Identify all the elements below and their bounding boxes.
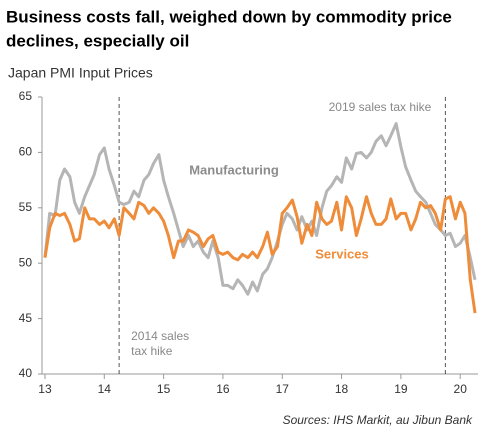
x-tick-label: 19 bbox=[394, 382, 408, 396]
y-axis-label: Japan PMI Input Prices bbox=[8, 65, 153, 81]
y-tick-label: 60 bbox=[19, 145, 33, 159]
event-label: tax hike bbox=[131, 344, 173, 358]
x-tick-label: 14 bbox=[98, 382, 112, 396]
x-tick-label: 16 bbox=[216, 382, 230, 396]
y-tick-label: 55 bbox=[19, 200, 33, 214]
chart-title: declines, especially oil bbox=[6, 31, 189, 50]
y-tick-label: 50 bbox=[19, 255, 33, 269]
y-tick-label: 65 bbox=[19, 89, 33, 103]
x-tick-label: 17 bbox=[276, 382, 290, 396]
x-tick-label: 20 bbox=[454, 382, 468, 396]
series-label: Manufacturing bbox=[189, 162, 279, 177]
event-label: 2019 sales tax hike bbox=[329, 100, 432, 114]
x-tick-label: 18 bbox=[335, 382, 349, 396]
y-tick-label: 45 bbox=[19, 311, 33, 325]
series-label: Services bbox=[315, 246, 369, 261]
series-line bbox=[43, 195, 477, 314]
y-tick-label: 40 bbox=[19, 366, 33, 380]
source: Sources: IHS Markit, au Jibun Bank bbox=[283, 413, 473, 427]
chart-title: Business costs fall, weighed down by com… bbox=[6, 7, 452, 26]
x-tick-label: 15 bbox=[157, 382, 171, 396]
x-tick-label: 13 bbox=[38, 382, 52, 396]
event-label: 2014 sales bbox=[131, 329, 189, 343]
series-line bbox=[43, 122, 477, 296]
